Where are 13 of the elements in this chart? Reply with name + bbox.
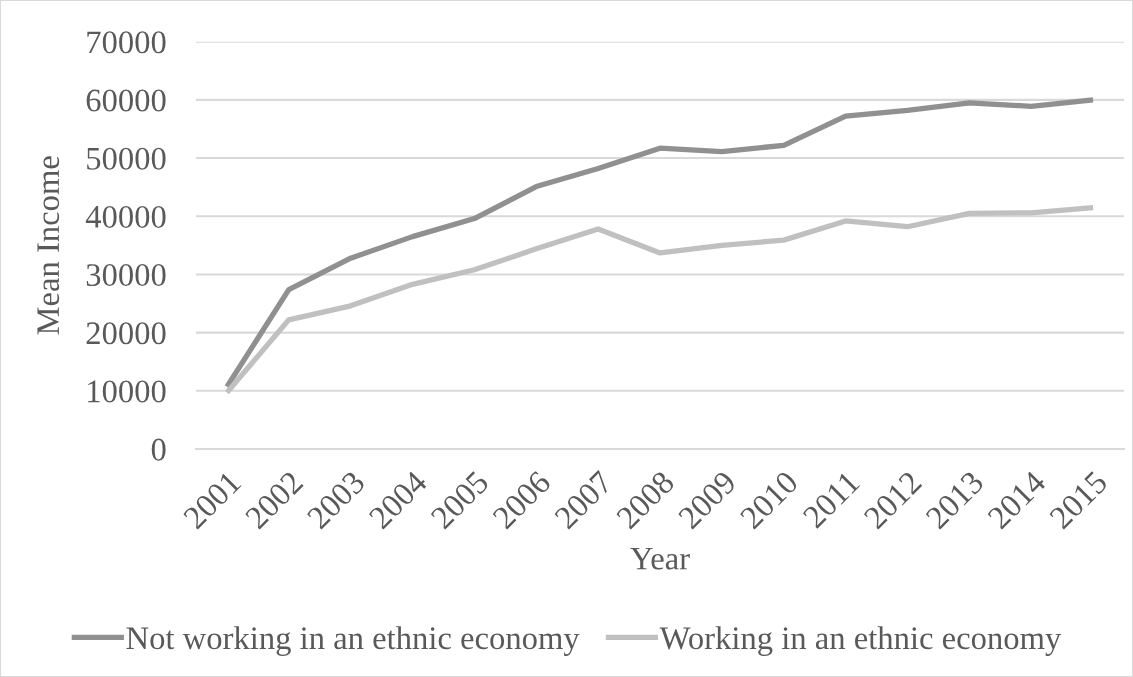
y-tick-label: 30000 xyxy=(86,264,166,287)
y-tick-label: 70000 xyxy=(87,31,166,54)
legend-label: Not working in an ethnic economy xyxy=(126,626,580,656)
y-tick-label: 20000 xyxy=(86,322,166,345)
y-tick-label: 50000 xyxy=(87,147,166,170)
y-tick-label: 0 xyxy=(151,438,166,461)
y-tick-label: 60000 xyxy=(86,89,166,112)
legend-label: Working in an ethnic economy xyxy=(659,626,1062,656)
y-axis-title: Mean Income xyxy=(37,156,60,335)
y-tick-label: 10000 xyxy=(88,380,166,403)
y-tick-label: 40000 xyxy=(85,205,166,228)
x-tick-label: 2011 xyxy=(801,470,861,529)
x-axis-title: Year xyxy=(630,547,690,570)
